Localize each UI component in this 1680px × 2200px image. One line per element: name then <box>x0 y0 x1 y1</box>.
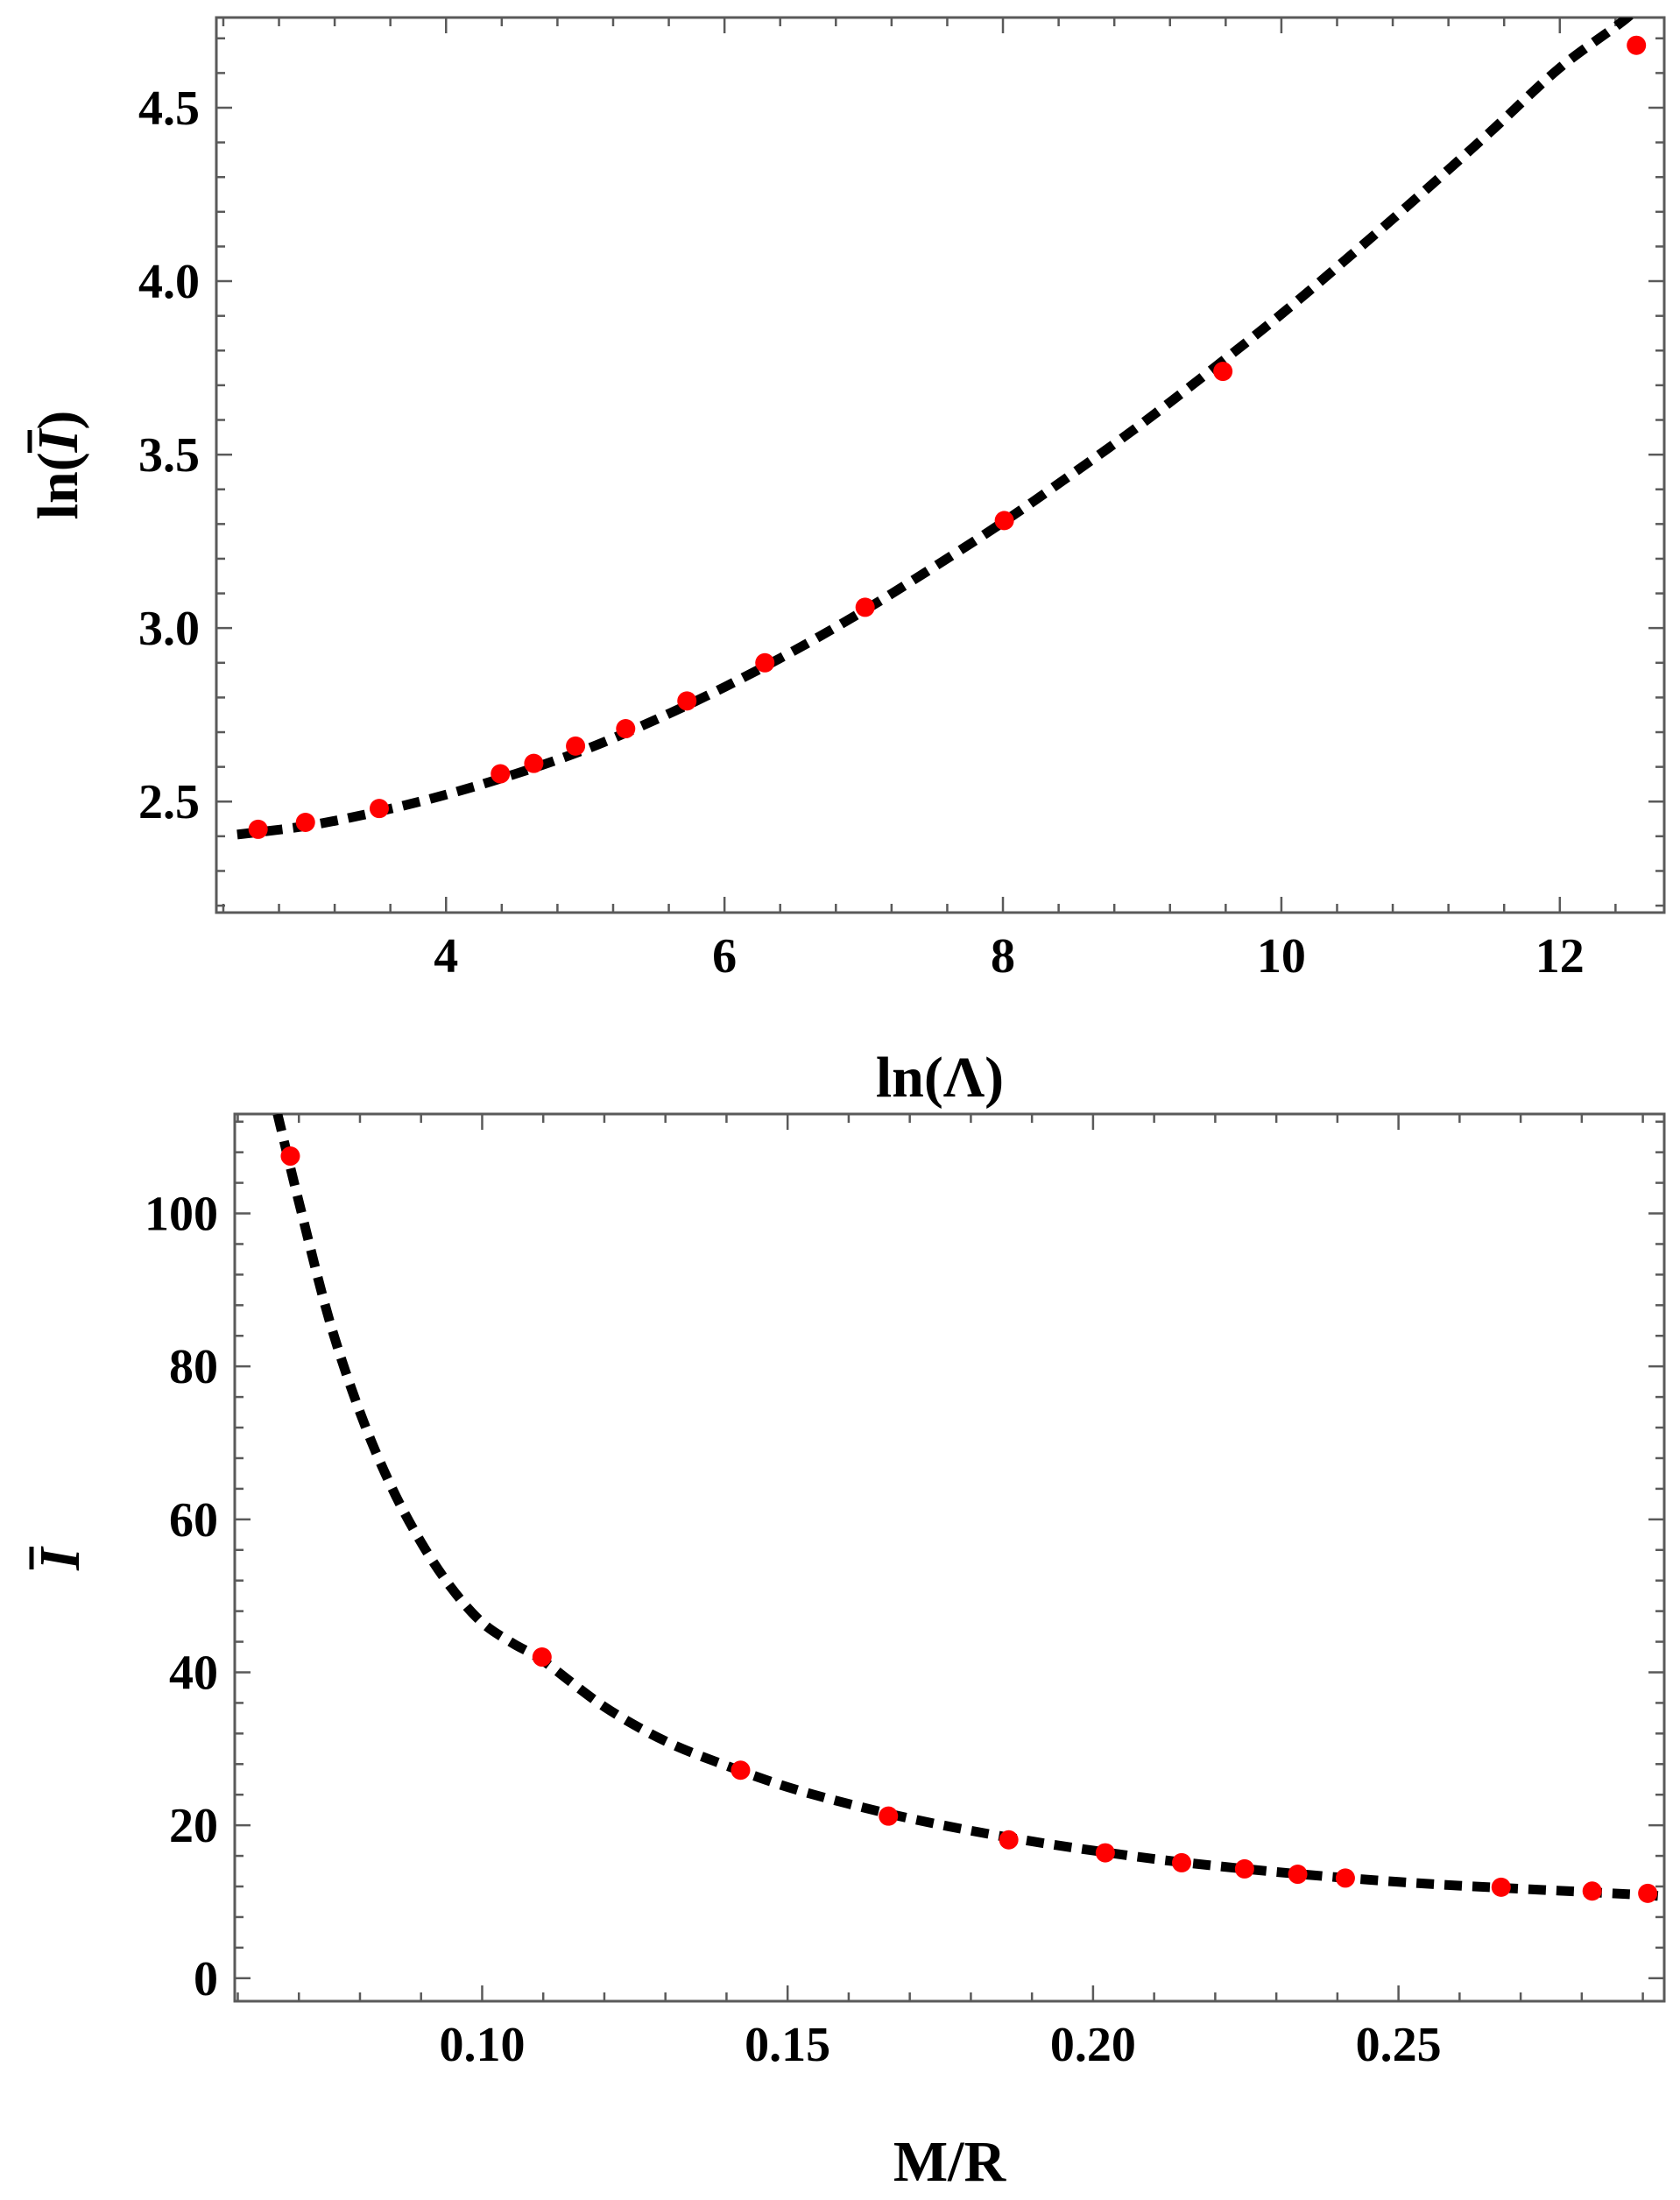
bottom-data-point <box>1095 1843 1115 1863</box>
top-data-point <box>855 597 875 617</box>
bottom-axis-ticks: 0.10 0.15 0.20 0.25 0 20 40 60 80 100 <box>145 1114 1664 2072</box>
bottom-x-tick-label: 0.10 <box>439 2018 525 2072</box>
bottom-x-tick-label: 0.15 <box>745 2018 830 2072</box>
bottom-y-tick-label: 100 <box>145 1188 218 1242</box>
bottom-plot-frame <box>233 1112 1666 2003</box>
top-data-points <box>248 35 1647 839</box>
bottom-data-point <box>879 1806 899 1826</box>
top-data-point <box>755 652 775 673</box>
bottom-y-tick-label: 80 <box>169 1340 218 1394</box>
top-data-point <box>994 511 1014 531</box>
top-data-point <box>491 764 511 784</box>
bottom-x-axis-title: M/R <box>893 2130 1007 2194</box>
top-y-tick-label: 2.5 <box>138 775 200 829</box>
bottom-data-points <box>280 1146 1658 1903</box>
top-x-tick-label: 6 <box>712 929 737 984</box>
bottom-data-point <box>1172 1852 1192 1872</box>
top-y-tick-label: 4.5 <box>138 81 200 136</box>
top-axis-ticks: 4 6 8 10 12 2.5 3.0 3.5 4.0 4.5 <box>138 18 1664 984</box>
top-x-axis-title: ln(Λ) <box>876 1046 1004 1110</box>
top-panel: 4 6 8 10 12 2.5 3.0 3.5 4.0 4.5 ln(Λ) ln(I) <box>26 16 1666 1110</box>
top-y-tick-label: 3.5 <box>138 428 200 483</box>
bottom-y-title-letter: I <box>28 1546 92 1571</box>
top-data-point <box>1627 35 1647 55</box>
top-y-tick-label: 3.0 <box>138 602 200 656</box>
top-data-point <box>369 799 389 819</box>
bottom-y-tick-label: 20 <box>169 1799 218 1853</box>
bottom-data-point <box>1638 1883 1658 1903</box>
top-x-tick-label: 8 <box>991 929 1015 984</box>
top-y-title-suffix: ) <box>26 411 90 430</box>
bottom-data-point <box>1491 1877 1511 1897</box>
bottom-x-tick-label: 0.25 <box>1356 2018 1442 2072</box>
bottom-data-point <box>1335 1868 1355 1888</box>
bottom-y-tick-label: 0 <box>194 1952 218 2006</box>
top-x-tick-label: 12 <box>1535 929 1585 984</box>
bottom-data-point <box>1234 1858 1254 1879</box>
top-fit-curve-group <box>236 18 1635 840</box>
bottom-data-point <box>280 1146 300 1167</box>
bottom-y-axis-title: I <box>28 1546 92 1571</box>
top-data-point <box>1213 362 1233 382</box>
top-x-tick-label: 10 <box>1257 929 1306 984</box>
top-y-axis-title: ln(I) <box>26 411 90 520</box>
bottom-y-tick-label: 60 <box>169 1493 218 1548</box>
bottom-x-tick-label: 0.20 <box>1050 2018 1136 2072</box>
bottom-data-point <box>1288 1865 1308 1885</box>
top-y-title-prefix: ln( <box>26 452 90 519</box>
bottom-data-point <box>999 1830 1019 1850</box>
bottom-panel: 0.10 0.15 0.20 0.25 0 20 40 60 80 100 M/R I <box>28 1112 1666 2194</box>
top-fit-line <box>236 18 1635 840</box>
top-y-tick-label: 4.0 <box>138 255 200 309</box>
top-data-point <box>616 719 636 739</box>
top-y-title-letter: I <box>26 427 90 453</box>
top-data-point <box>524 753 544 773</box>
top-data-point <box>295 813 315 833</box>
bottom-fit-curve-group <box>272 1114 1664 1901</box>
top-data-point <box>566 736 586 756</box>
top-plot-frame <box>215 16 1666 914</box>
svg-text:ln(I): ln(I) <box>26 411 90 520</box>
bottom-y-tick-label: 40 <box>169 1646 218 1700</box>
bottom-data-point <box>532 1647 552 1668</box>
top-data-point <box>677 691 697 711</box>
top-x-tick-label: 4 <box>434 929 458 984</box>
bottom-data-point <box>1582 1881 1602 1901</box>
bottom-fit-line <box>272 1114 1664 1901</box>
top-data-point <box>248 819 268 839</box>
bottom-data-point <box>731 1760 751 1780</box>
